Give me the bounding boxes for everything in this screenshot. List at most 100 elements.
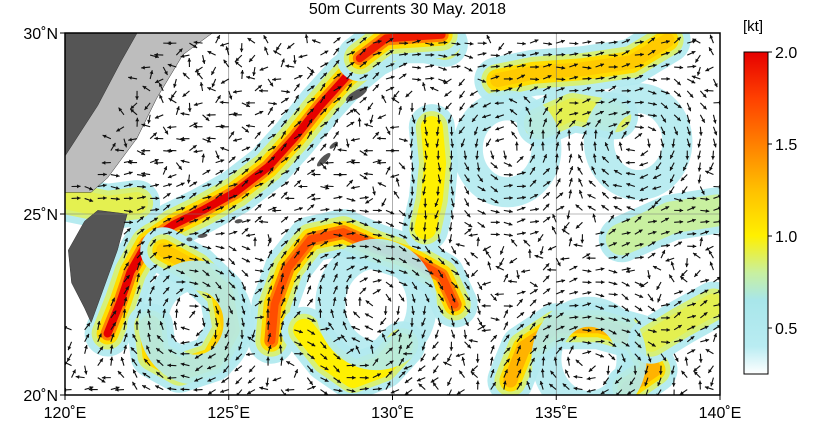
current-arrow: [390, 174, 400, 178]
current-arrow: [398, 233, 408, 239]
arrow-head: [388, 371, 393, 375]
arrow-head: [496, 53, 500, 58]
arrow-head: [376, 373, 381, 377]
arrow-head: [337, 86, 342, 90]
arrow-head: [234, 367, 239, 372]
arrow-head: [521, 206, 526, 211]
arrow-head: [611, 228, 616, 233]
current-arrow: [503, 209, 513, 214]
current-arrow: [455, 353, 465, 358]
arrow-head: [678, 230, 683, 235]
current-arrow: [673, 49, 683, 56]
current-arrow: [704, 170, 714, 176]
current-arrow: [307, 85, 315, 92]
current-arrow: [580, 141, 584, 151]
arrow-head: [101, 379, 106, 383]
arrow-head: [413, 285, 417, 290]
current-arrow: [235, 353, 243, 361]
arrow-head: [613, 255, 618, 260]
current-arrow: [423, 210, 428, 220]
arrow-head: [280, 273, 285, 278]
current-arrow: [390, 389, 400, 394]
arrow-head: [482, 114, 487, 119]
arrow-head: [681, 370, 686, 375]
current-arrow: [542, 191, 551, 199]
current-arrow: [385, 244, 395, 249]
current-arrow: [280, 228, 289, 235]
arrow-head: [544, 334, 549, 339]
current-arrow: [614, 377, 623, 385]
current-arrow: [542, 334, 549, 343]
current-arrow: [434, 210, 439, 219]
arrow-head: [443, 80, 448, 84]
arrow-head: [193, 124, 198, 129]
current-arrow: [409, 150, 414, 160]
arrow-head: [692, 302, 696, 307]
arrow-head: [350, 348, 354, 353]
arrow-head: [137, 298, 142, 302]
arrow-head: [569, 177, 573, 182]
arrow-head: [481, 187, 486, 191]
current-arrow: [307, 242, 316, 247]
current-arrow: [280, 320, 285, 330]
current-arrow: [411, 269, 420, 277]
arrow-head: [144, 358, 148, 363]
current-vectors: [65, 34, 720, 395]
current-arrow: [132, 369, 138, 378]
arrow-head: [232, 205, 237, 209]
arrow-head: [123, 345, 128, 349]
arrow-head: [561, 229, 566, 233]
arrow-head: [653, 78, 657, 82]
arrow-head: [259, 182, 264, 187]
arrow-head: [463, 335, 468, 339]
arrow-head: [468, 223, 473, 227]
current-arrow: [608, 281, 618, 286]
current-arrow: [437, 305, 444, 314]
arrow-head: [195, 367, 200, 372]
arrow-head: [168, 231, 172, 235]
current-arrow: [194, 353, 203, 360]
current-arrow: [114, 387, 124, 392]
current-arrow: [712, 138, 717, 148]
current-arrow: [359, 48, 367, 56]
current-arrow: [307, 217, 316, 223]
arrow-head: [312, 39, 316, 43]
arrow-head: [390, 63, 395, 67]
current-arrow: [293, 263, 301, 271]
arrow-head: [490, 345, 495, 350]
arrow-head: [76, 196, 81, 201]
arrow-head: [429, 270, 434, 275]
current-arrow: [647, 305, 656, 312]
current-arrow: [306, 108, 315, 116]
current-arrow: [537, 233, 544, 242]
current-arrow: [381, 198, 387, 207]
current-arrow: [154, 52, 164, 57]
current-arrow: [411, 39, 421, 44]
arrow-head: [220, 43, 225, 47]
arrow-head: [677, 325, 682, 329]
arrow-head: [423, 120, 427, 124]
arrow-head: [640, 255, 644, 260]
current-arrow: [474, 138, 479, 148]
land-layer: [65, 33, 368, 324]
arrow-head: [168, 255, 173, 260]
current-arrow: [168, 349, 177, 355]
arrow-head: [508, 98, 513, 103]
current-arrow: [446, 353, 452, 363]
current-arrow: [451, 281, 459, 289]
current-arrow: [660, 353, 667, 362]
current-arrow: [364, 337, 374, 343]
current-arrow: [201, 54, 206, 64]
arrow-head: [425, 298, 430, 303]
current-arrow: [346, 71, 354, 80]
current-arrow: [320, 143, 327, 152]
arrow-head: [421, 322, 425, 327]
current-arrow: [132, 381, 138, 390]
arrow-head: [287, 45, 292, 49]
current-arrow: [202, 257, 210, 265]
current-arrow: [159, 321, 164, 331]
current-arrow: [228, 131, 235, 140]
arrow-head: [422, 82, 426, 87]
arrow-head: [281, 309, 286, 314]
current-arrow: [385, 281, 394, 288]
